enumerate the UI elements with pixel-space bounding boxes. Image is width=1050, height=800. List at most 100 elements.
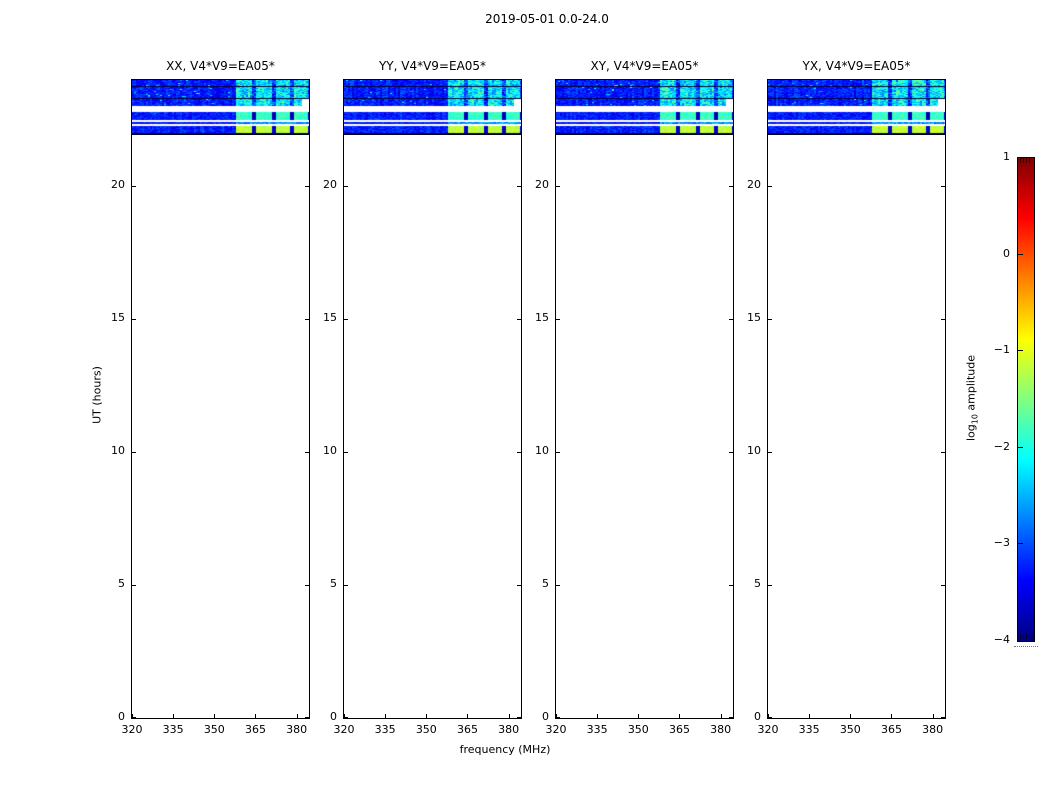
- x-tick-label: 335: [162, 723, 184, 736]
- subplot-axes: [131, 79, 310, 719]
- y-tick-mark: [344, 186, 348, 187]
- x-tick-mark: [809, 714, 810, 718]
- y-tick-mark: [344, 585, 348, 586]
- colorbar-tick-mark: [1018, 543, 1023, 544]
- y-tick-label: 15: [111, 311, 125, 325]
- x-tick-mark: [850, 714, 851, 718]
- colorbar-tick-mark: [1018, 254, 1023, 255]
- x-tick-label: 320: [545, 723, 567, 736]
- x-tick-mark: [255, 714, 256, 718]
- x-tick-label: 380: [922, 723, 944, 736]
- x-tick-label: 320: [121, 723, 143, 736]
- y-tick-mark: [132, 319, 136, 320]
- y-tick-mark: [768, 452, 772, 453]
- x-tick-label: 365: [668, 723, 690, 736]
- spectrogram-image: [556, 80, 733, 135]
- spectrogram-image: [132, 80, 309, 135]
- x-tick-mark: [132, 714, 133, 718]
- y-tick-label: 5: [542, 577, 549, 591]
- x-tick-label: 350: [415, 723, 437, 736]
- y-tick-label: 20: [747, 178, 761, 192]
- y-tick-label: 15: [535, 311, 549, 325]
- colorbar-tick-label: 1: [1003, 150, 1010, 163]
- y-tick-label: 10: [323, 444, 337, 458]
- y-tick-label: 0: [542, 710, 549, 723]
- y-tick-mark: [941, 585, 945, 586]
- y-tick-mark: [556, 717, 560, 718]
- y-tick-mark: [729, 186, 733, 187]
- y-tick-mark: [132, 717, 136, 718]
- y-tick-mark: [344, 452, 348, 453]
- x-tick-mark: [891, 714, 892, 718]
- y-tick-label: 5: [118, 577, 125, 591]
- y-tick-mark: [305, 186, 309, 187]
- x-tick-mark: [638, 714, 639, 718]
- y-tick-mark: [517, 186, 521, 187]
- x-tick-label: 380: [498, 723, 520, 736]
- x-tick-mark: [509, 714, 510, 718]
- colorbar-tick-mark: [1018, 447, 1023, 448]
- x-tick-mark: [768, 714, 769, 718]
- colorbar: [1017, 157, 1035, 642]
- x-tick-mark: [426, 714, 427, 718]
- colorbar-tick-label: −2: [993, 439, 1010, 453]
- colorbar-label: log10 amplitude: [964, 355, 979, 441]
- subplot-axes: [555, 79, 734, 719]
- y-axis-label: UT (hours): [90, 366, 104, 424]
- y-tick-mark: [729, 319, 733, 320]
- x-tick-mark: [173, 714, 174, 718]
- x-tick-mark: [344, 714, 345, 718]
- y-tick-mark: [768, 186, 772, 187]
- y-tick-mark: [344, 717, 348, 718]
- y-tick-mark: [517, 319, 521, 320]
- colorbar-extend-dots: [1014, 646, 1038, 647]
- y-tick-label: 15: [323, 311, 337, 325]
- colorbar-label-sub: 10: [970, 414, 980, 425]
- y-tick-label: 20: [323, 178, 337, 192]
- y-tick-mark: [729, 717, 733, 718]
- y-tick-mark: [305, 585, 309, 586]
- x-tick-mark: [297, 714, 298, 718]
- colorbar-label-rest: amplitude: [964, 354, 978, 415]
- panel-title: YY, V4*V9=EA05*: [378, 59, 487, 73]
- y-tick-label: 20: [111, 178, 125, 192]
- y-tick-mark: [941, 186, 945, 187]
- x-tick-label: 365: [244, 723, 266, 736]
- x-tick-label: 350: [203, 723, 225, 736]
- x-tick-label: 335: [374, 723, 396, 736]
- y-tick-mark: [941, 452, 945, 453]
- y-tick-mark: [768, 717, 772, 718]
- colorbar-tick-label: −1: [993, 343, 1010, 357]
- subplot-axes: [767, 79, 946, 719]
- y-tick-mark: [517, 717, 521, 718]
- x-tick-mark: [933, 714, 934, 718]
- y-tick-label: 0: [118, 710, 125, 723]
- x-tick-mark: [556, 714, 557, 718]
- y-tick-mark: [729, 585, 733, 586]
- panel-title: YX, V4*V9=EA05*: [802, 59, 911, 73]
- x-tick-mark: [679, 714, 680, 718]
- y-tick-mark: [556, 585, 560, 586]
- x-tick-mark: [597, 714, 598, 718]
- x-tick-label: 320: [757, 723, 779, 736]
- y-tick-mark: [556, 452, 560, 453]
- y-tick-mark: [517, 452, 521, 453]
- x-tick-mark: [385, 714, 386, 718]
- y-tick-mark: [768, 585, 772, 586]
- y-tick-label: 10: [747, 444, 761, 458]
- x-tick-label: 335: [586, 723, 608, 736]
- y-tick-label: 5: [330, 577, 337, 591]
- colorbar-tick-label: −3: [993, 536, 1010, 550]
- colorbar-tick-label: 0: [1003, 246, 1010, 260]
- colorbar-tick-mark: [1018, 350, 1023, 351]
- y-tick-mark: [729, 452, 733, 453]
- panel-title: XY, V4*V9=EA05*: [590, 59, 699, 73]
- y-tick-mark: [941, 717, 945, 718]
- y-tick-mark: [305, 717, 309, 718]
- y-tick-label: 15: [747, 311, 761, 325]
- x-tick-label: 380: [286, 723, 308, 736]
- x-tick-label: 320: [333, 723, 355, 736]
- spectrogram-image: [768, 80, 945, 135]
- colorbar-tick-label: −4: [993, 633, 1010, 646]
- figure-title: 2019-05-01 0.0-24.0: [485, 12, 609, 26]
